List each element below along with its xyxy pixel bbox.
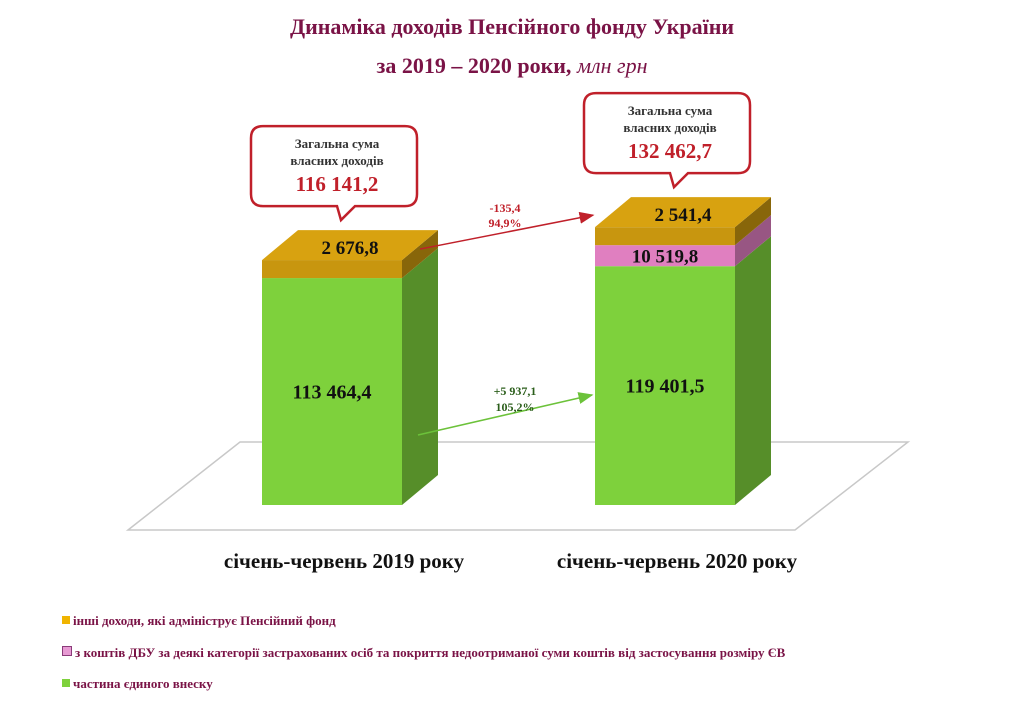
change-delta-other: -135,4 [490, 201, 521, 215]
total-callout-1: Загальна сума власних доходів 116 141,2 [249, 124, 419, 223]
legend-swatch-orange [62, 616, 70, 624]
total-callout-2: Загальна сума власних доходів 132 462,7 [582, 91, 752, 190]
change-arrow-ev [417, 392, 594, 436]
change-arrow-other [419, 211, 595, 250]
legend-item-other: інші доходи, які адмініструє Пенсійний ф… [62, 613, 336, 629]
total-caption-line1: Загальна сума [628, 103, 713, 118]
bar-2-series-2-front [595, 245, 735, 267]
total-value-1: 116 141,2 [296, 172, 379, 196]
change-percent-ev: 105,2% [496, 400, 535, 414]
x-tick-label-1: січень-червень 2019 року [224, 549, 465, 573]
legend-item-ev: частина єдиного внеску [62, 676, 213, 692]
legend-label-dbu: з коштів ДБУ за деякі категорії застрахо… [75, 645, 786, 660]
legend-item-dbu: з коштів ДБУ за деякі категорії застрахо… [62, 645, 785, 661]
bar-2-top-face [595, 197, 771, 228]
total-caption-line1: Загальна сума [295, 136, 380, 151]
legend-swatch-green [62, 679, 70, 687]
change-delta-ev: +5 937,1 [494, 384, 537, 398]
bar-1-series-3-value-label: 2 676,8 [322, 238, 379, 259]
bar-1-series-3-front [262, 260, 402, 279]
total-value-2: 132 462,7 [628, 139, 712, 163]
total-callout-bubble-1 [249, 124, 419, 223]
bar-1-series-3-side [402, 230, 438, 279]
legend-swatch-pink [62, 646, 72, 656]
bar-2-series-3-value-label: 2 541,4 [655, 205, 713, 226]
bar-2-series-2-value-label: 10 519,8 [632, 247, 699, 268]
chart-period: за 2019 – 2020 роки, [376, 53, 572, 78]
bar-2-series-1-value-label: 119 401,5 [626, 376, 705, 398]
chart-title: Динаміка доходів Пенсійного фонду Україн… [289, 14, 735, 39]
chart-unit: млн грн [576, 53, 648, 78]
total-callout-bubble-2 [582, 91, 752, 190]
bar-1-series-1-value-label: 113 464,4 [293, 382, 372, 404]
bar-2-series-1-side [735, 236, 771, 505]
total-caption-line2: власних доходів [290, 153, 383, 168]
total-caption-line2: власних доходів [623, 120, 716, 135]
bar-2-series-3-side [735, 197, 771, 246]
change-percent-other: 94,9% [489, 216, 522, 230]
chart-floor [125, 441, 911, 531]
bar-1-top-face [262, 230, 438, 261]
bar-2-series-2-side [735, 215, 771, 267]
legend-label-ev: частина єдиного внеску [73, 676, 213, 691]
bar-2-series-3-front [595, 227, 735, 246]
bar-1-series-1-front [262, 278, 402, 505]
bar-2-series-1-front [595, 266, 735, 505]
legend-label-other: інші доходи, які адмініструє Пенсійний ф… [73, 613, 336, 628]
x-tick-label-2: січень-червень 2020 року [557, 549, 798, 573]
chart-subtitle: за 2019 – 2020 роки, млн грн [0, 53, 1024, 79]
bar-1-series-1-side [402, 248, 438, 505]
